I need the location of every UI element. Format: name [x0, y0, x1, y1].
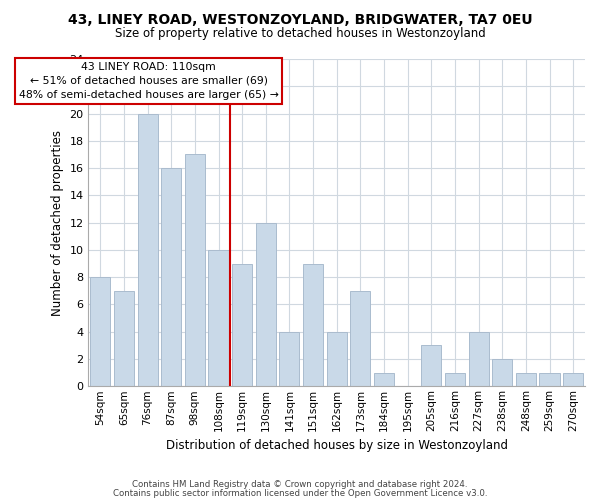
Bar: [516, 372, 536, 386]
Text: Size of property relative to detached houses in Westonzoyland: Size of property relative to detached ho…: [115, 28, 485, 40]
Bar: [232, 264, 252, 386]
Bar: [326, 332, 347, 386]
Bar: [563, 372, 583, 386]
Bar: [256, 222, 276, 386]
Text: Contains public sector information licensed under the Open Government Licence v3: Contains public sector information licen…: [113, 490, 487, 498]
Text: 43, LINEY ROAD, WESTONZOYLAND, BRIDGWATER, TA7 0EU: 43, LINEY ROAD, WESTONZOYLAND, BRIDGWATE…: [68, 12, 532, 26]
Text: 43 LINEY ROAD: 110sqm
← 51% of detached houses are smaller (69)
48% of semi-deta: 43 LINEY ROAD: 110sqm ← 51% of detached …: [19, 62, 279, 100]
X-axis label: Distribution of detached houses by size in Westonzoyland: Distribution of detached houses by size …: [166, 440, 508, 452]
Bar: [421, 346, 442, 387]
Bar: [161, 168, 181, 386]
Bar: [539, 372, 560, 386]
Text: Contains HM Land Registry data © Crown copyright and database right 2024.: Contains HM Land Registry data © Crown c…: [132, 480, 468, 489]
Bar: [90, 277, 110, 386]
Bar: [280, 332, 299, 386]
Bar: [469, 332, 488, 386]
Bar: [185, 154, 205, 386]
Bar: [208, 250, 229, 386]
Bar: [350, 291, 370, 386]
Bar: [114, 291, 134, 386]
Bar: [492, 359, 512, 386]
Y-axis label: Number of detached properties: Number of detached properties: [51, 130, 64, 316]
Bar: [445, 372, 465, 386]
Bar: [374, 372, 394, 386]
Bar: [137, 114, 158, 386]
Bar: [303, 264, 323, 386]
